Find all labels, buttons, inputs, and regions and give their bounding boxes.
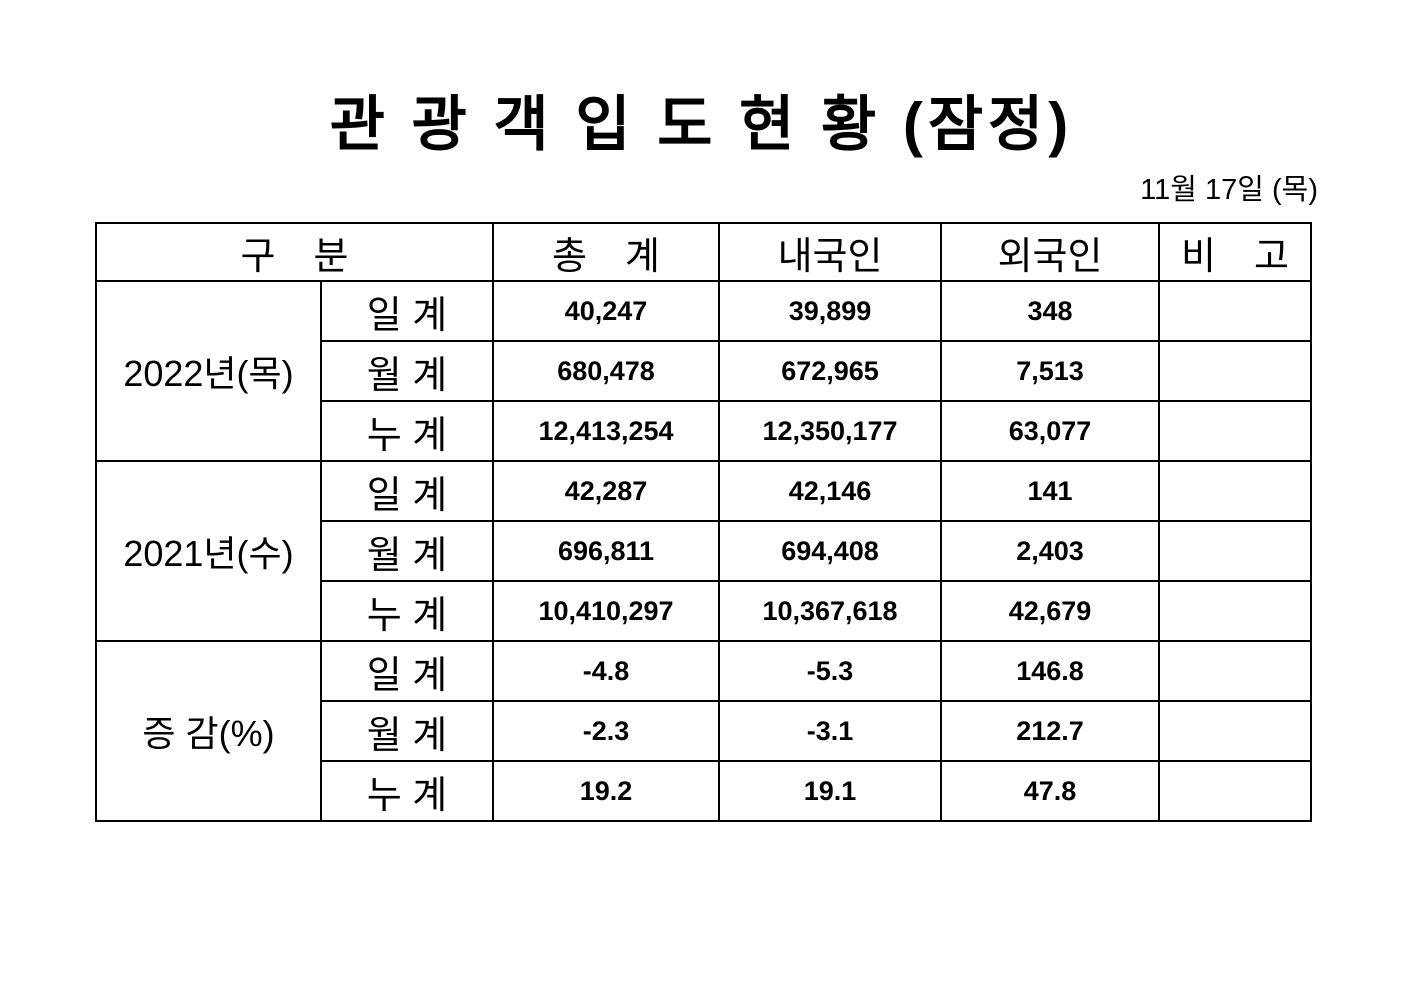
page-title: 관 광 객 입 도 현 황 (잠정) (329, 91, 1074, 158)
value-total: 10,410,297 (492, 580, 721, 642)
header-note: 비 고 (1158, 222, 1313, 282)
value-foreign: 42,679 (940, 580, 1161, 642)
note-cell (1158, 460, 1313, 522)
period-label: 월 계 (319, 520, 495, 582)
header-foreign: 외국인 (940, 222, 1161, 282)
value-total: 696,811 (492, 520, 721, 582)
table-row: 증 감(%) 일 계 -4.8 -5.3 146.8 (95, 640, 1313, 822)
value-total: -2.3 (492, 700, 721, 762)
header-total: 총 계 (492, 222, 721, 282)
period-label: 누 계 (319, 760, 495, 822)
value-domestic: 672,965 (718, 340, 943, 402)
table-row: 누 계 10,410,297 10,367,618 42,679 (96, 580, 1313, 642)
note-cell (1158, 520, 1313, 582)
value-domestic: -3.1 (718, 700, 943, 762)
value-total: 680,478 (492, 340, 721, 402)
value-domestic: -5.3 (718, 640, 943, 702)
report-date: 11월 17일 (목) (1140, 174, 1318, 206)
period-label: 일 계 (319, 640, 495, 702)
tourist-arrival-table: 구 분 총 계 내국인 외국인 비 고 2022년(목) 일 계 40,247 … (94, 222, 1313, 822)
value-domestic: 19.1 (718, 760, 943, 822)
note-cell (1158, 400, 1313, 462)
table-row: 월 계 696,811 694,408 2,403 (96, 520, 1313, 582)
value-foreign: 7,513 (940, 340, 1161, 402)
note-cell (1158, 340, 1313, 402)
table-row: 2022년(목) 일 계 40,247 39,899 348 (95, 280, 1313, 462)
value-foreign: 141 (940, 460, 1161, 522)
value-total: 19.2 (492, 760, 721, 822)
table-row: 누 계 12,413,254 12,350,177 63,077 (96, 400, 1313, 462)
value-foreign: 47.8 (940, 760, 1161, 822)
period-label: 누 계 (319, 580, 495, 642)
table-row: 월 계 680,478 672,965 7,513 (96, 340, 1313, 402)
value-foreign: 212.7 (940, 700, 1161, 762)
period-label: 일 계 (319, 460, 495, 522)
header-domestic: 내국인 (718, 222, 943, 282)
period-label: 월 계 (319, 700, 495, 762)
table-header-row: 구 분 총 계 내국인 외국인 비 고 (94, 222, 1313, 282)
value-domestic: 42,146 (718, 460, 943, 522)
note-cell (1158, 580, 1313, 642)
table-row: 누 계 19.2 19.1 47.8 (96, 760, 1313, 822)
period-label: 누 계 (319, 400, 495, 462)
table-row: 월 계 -2.3 -3.1 212.7 (96, 700, 1313, 762)
value-total: -4.8 (492, 640, 721, 702)
header-category: 구 분 (94, 222, 495, 282)
group-label-2021: 2021년(수) (95, 460, 322, 642)
table-row: 2021년(수) 일 계 42,287 42,146 141 (95, 460, 1313, 642)
value-total: 12,413,254 (492, 400, 721, 462)
value-total: 42,287 (492, 460, 721, 522)
group-label-change: 증 감(%) (95, 640, 322, 822)
value-foreign: 146.8 (940, 640, 1161, 702)
value-domestic: 39,899 (718, 280, 943, 342)
note-cell (1158, 280, 1313, 342)
group-label-2022: 2022년(목) (95, 280, 322, 462)
period-label: 일 계 (319, 280, 495, 342)
period-label: 월 계 (319, 340, 495, 402)
note-cell (1158, 640, 1313, 702)
value-foreign: 63,077 (940, 400, 1161, 462)
value-total: 40,247 (492, 280, 721, 342)
value-domestic: 694,408 (718, 520, 943, 582)
value-foreign: 348 (940, 280, 1161, 342)
value-domestic: 10,367,618 (718, 580, 943, 642)
note-cell (1158, 760, 1313, 822)
note-cell (1158, 700, 1313, 762)
value-foreign: 2,403 (940, 520, 1161, 582)
value-domestic: 12,350,177 (718, 400, 943, 462)
